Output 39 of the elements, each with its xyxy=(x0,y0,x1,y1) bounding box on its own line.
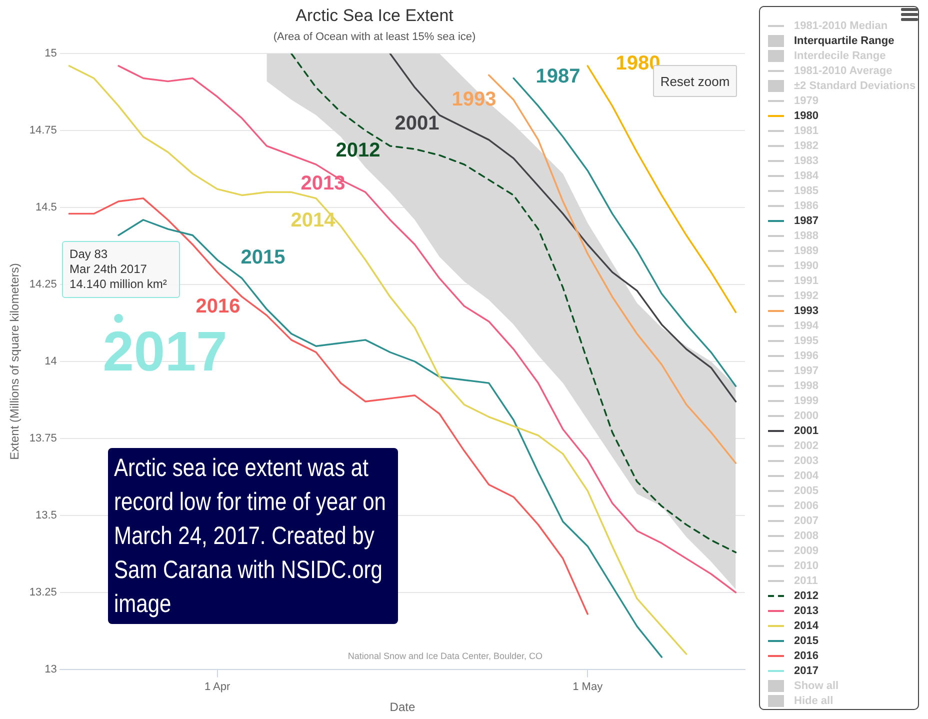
y-tick-label: 13 xyxy=(44,663,57,676)
legend-label: 1993 xyxy=(794,304,818,316)
x-tick-label: 1 Apr xyxy=(204,681,230,694)
annotation: Day 83 Mar 24th 2017 14.140 million km² xyxy=(62,241,180,298)
legend-label: 2012 xyxy=(794,590,818,602)
legend-label: 1987 xyxy=(794,214,818,226)
legend-label: 2016 xyxy=(794,650,818,662)
y-tick-label: 14.25 xyxy=(29,278,57,291)
text: 2001 xyxy=(394,112,440,135)
text: 2013 xyxy=(300,172,346,195)
y-tick-label: 14 xyxy=(44,356,57,368)
legend-label: 2013 xyxy=(794,604,818,616)
legend-label: 2014 xyxy=(794,620,818,632)
legend-label: 2001 xyxy=(794,424,818,436)
legend-label: 2017 xyxy=(794,664,818,676)
x-tick-label: 1 May xyxy=(572,681,604,694)
text: 2012 xyxy=(336,140,380,162)
y-tick-label: 13.5 xyxy=(36,509,57,522)
chart-subtitle: (Area of Ocean with at least 15% sea ice) xyxy=(273,31,476,44)
x-axis-title: Date xyxy=(390,700,416,714)
annotation: Reset zoom xyxy=(660,74,730,88)
text: 2016 xyxy=(196,296,240,318)
text: 2015 xyxy=(240,246,286,269)
text: 1993 xyxy=(452,88,496,111)
y-tick-label: 14.5 xyxy=(36,202,57,214)
y-tick-label: 14.75 xyxy=(29,124,57,137)
y-tick-label: 13.25 xyxy=(29,586,57,598)
text: 2017 xyxy=(102,319,228,382)
text: 2014 xyxy=(290,210,336,232)
legend-label: 2015 xyxy=(794,634,818,646)
legend-label: Interquartile Range xyxy=(794,34,894,46)
legend-label: 1980 xyxy=(794,110,818,122)
annotation: Arctic sea ice extent was at record low for time of year on March 24, 2017. Created by Sam Carana with NSIDC.org image xyxy=(114,453,387,620)
text: 1987 xyxy=(536,66,580,88)
y-tick-label: 13.75 xyxy=(29,432,57,445)
annotation: National Snow and Ice Data Center, Boulder, CO xyxy=(348,651,543,662)
chart-title: Arctic Sea Ice Extent xyxy=(296,6,454,25)
y-axis-title: Extent (Millions of square kilometers) xyxy=(8,263,22,460)
y-tick-label: 15 xyxy=(44,48,57,60)
